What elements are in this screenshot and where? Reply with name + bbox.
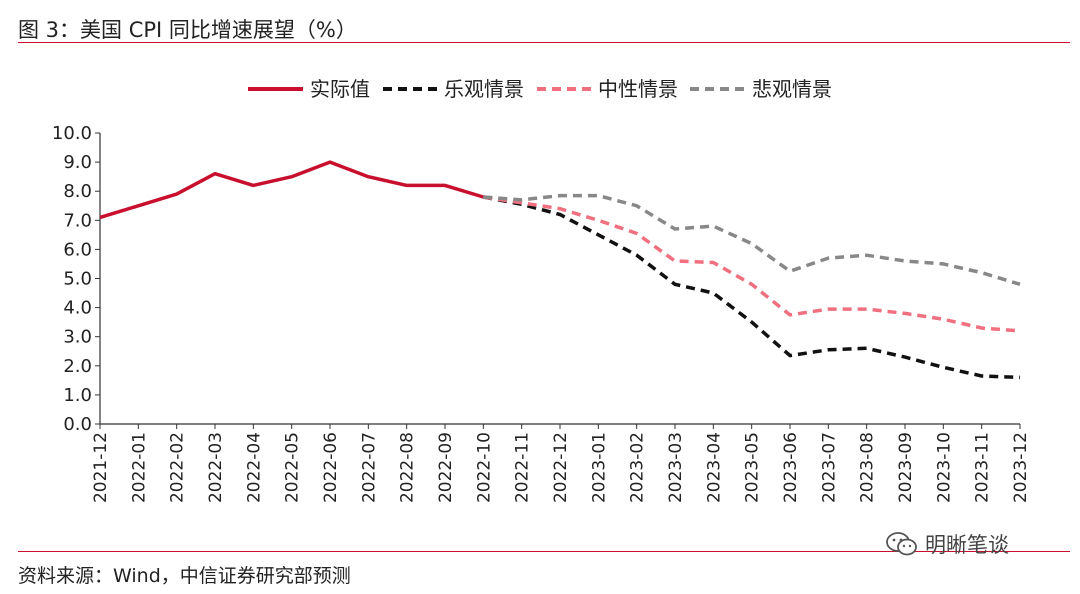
watermark: 明晰笔谈 <box>885 529 1009 559</box>
x-tick-label: 2023-09 <box>896 432 916 503</box>
y-tick-label: 5.0 <box>63 269 92 290</box>
x-tick-label: 2022-12 <box>551 432 571 503</box>
x-tick-label: 2023-10 <box>934 432 954 503</box>
x-tick-label: 2022-06 <box>321 432 341 503</box>
y-tick-label: 2.0 <box>63 356 92 377</box>
y-tick-label: 7.0 <box>63 210 92 231</box>
x-tick-label: 2022-11 <box>513 432 533 503</box>
x-tick-label: 2022-10 <box>474 432 494 503</box>
x-tick-label: 2022-01 <box>129 432 149 503</box>
series-line-3 <box>483 193 1021 286</box>
x-tick-label: 2023-02 <box>628 432 648 503</box>
x-tick-label: 2023-04 <box>704 432 724 503</box>
title-rule <box>18 42 1070 43</box>
series-layer <box>99 160 1021 380</box>
x-tick-label: 2023-07 <box>819 432 839 503</box>
legend-label-3: 悲观情景 <box>752 77 832 101</box>
x-tick-label: 2023-05 <box>743 432 763 503</box>
axes: 0.0 1.0 2.0 3.0 4.0 5.0 6.0 7.0 8.0 9.0 10.0 2021-1… <box>52 123 1031 503</box>
x-tick-label: 2022-07 <box>359 432 379 503</box>
source-note: 资料来源：Wind，中信证券研究部预测 <box>18 565 351 587</box>
x-tick-label: 2022-09 <box>436 432 456 503</box>
x-tick-label: 2023-03 <box>666 432 686 503</box>
legend-label-2: 中性情景 <box>598 77 678 101</box>
x-tick-label: 2022-02 <box>168 432 188 503</box>
x-tick-label: 2023-08 <box>858 432 878 503</box>
y-tick-label: 6.0 <box>63 239 92 260</box>
legend-label-1: 乐观情景 <box>444 77 524 101</box>
series-line-2 <box>483 195 1021 333</box>
figure-title: 图 3：美国 CPI 同比增速展望（%） <box>18 18 357 42</box>
wechat-icon <box>886 532 917 556</box>
y-tick-label: 4.0 <box>63 298 92 319</box>
x-tick-label: 2022-04 <box>244 432 264 503</box>
legend: 实际值 乐观情景 中性情景 悲观情景 <box>248 77 832 101</box>
cpi-line-chart: 实际值 乐观情景 中性情景 悲观情景 0.0 1.0 2.0 3.0 4.0 5.0 6.0 7.0… <box>52 77 1031 503</box>
source-rule <box>18 551 1070 552</box>
y-tick-label: 0.0 <box>63 414 92 435</box>
legend-label-0: 实际值 <box>310 77 370 101</box>
x-tick-label: 2023-12 <box>1011 432 1031 503</box>
series-line-1 <box>482 195 1021 380</box>
y-tick-label: 8.0 <box>63 181 92 202</box>
x-tick-label: 2022-05 <box>283 432 303 503</box>
x-tick-label: 2021-12 <box>91 432 111 503</box>
y-tick-label: 3.0 <box>63 327 92 348</box>
y-tick-label: 9.0 <box>63 152 92 173</box>
y-tick-label: 1.0 <box>63 385 92 406</box>
x-tick-label: 2023-11 <box>973 432 993 503</box>
watermark-text: 明晰笔谈 <box>925 533 1009 557</box>
x-tick-label: 2022-08 <box>398 432 418 503</box>
x-tick-label: 2022-03 <box>206 432 226 503</box>
x-tick-label: 2023-06 <box>781 432 801 503</box>
series-line-0 <box>99 160 484 220</box>
y-tick-label: 10.0 <box>52 123 92 144</box>
x-tick-label: 2023-01 <box>589 432 609 503</box>
